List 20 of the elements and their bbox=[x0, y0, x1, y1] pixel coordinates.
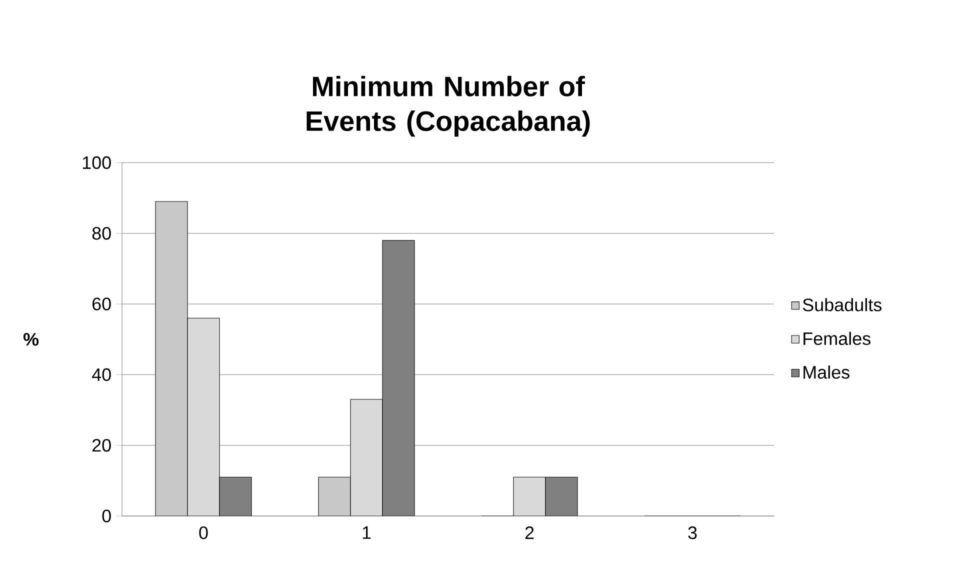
legend-label: Subadults bbox=[802, 298, 882, 312]
bar bbox=[513, 476, 546, 516]
x-tick-label: 2 bbox=[525, 526, 534, 539]
bar bbox=[188, 318, 220, 516]
bar bbox=[156, 202, 188, 516]
y-axis-title: % bbox=[23, 332, 39, 346]
y-tick-label: 60 bbox=[92, 298, 111, 310]
y-tick-label: 80 bbox=[92, 226, 111, 240]
y-tick-label: 100 bbox=[82, 156, 111, 170]
y-tick-label: 20 bbox=[92, 438, 111, 452]
y-tick-label: 0 bbox=[102, 510, 111, 522]
legend-label: Females bbox=[804, 332, 870, 346]
bar bbox=[350, 399, 383, 516]
x-tick-label: 0 bbox=[199, 526, 208, 540]
legend-label: Males bbox=[804, 366, 850, 379]
x-tick-label: 1 bbox=[362, 526, 371, 539]
y-tick-label: 40 bbox=[92, 368, 111, 382]
x-tick-label: 3 bbox=[688, 526, 697, 540]
chart-title: Minimum Number of Events (Copacabana) bbox=[306, 76, 590, 137]
bar bbox=[318, 476, 351, 516]
